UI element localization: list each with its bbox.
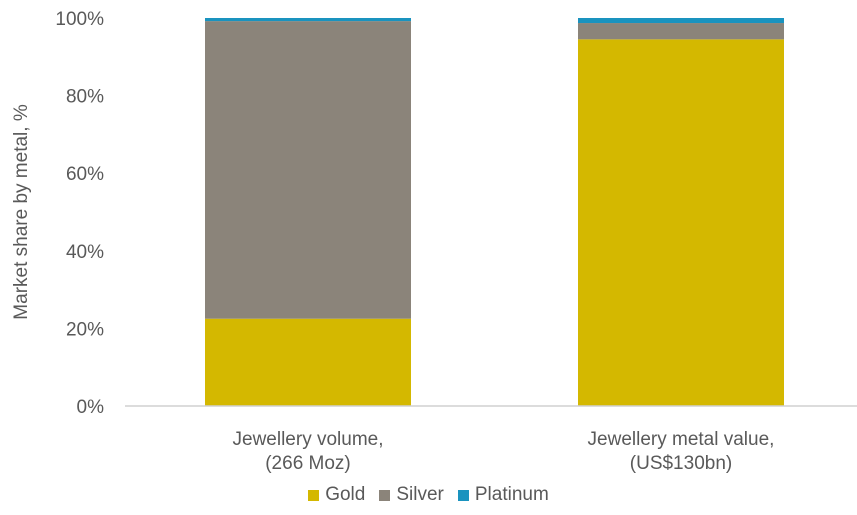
x-tick-label: (266 Moz) xyxy=(265,453,351,474)
bar-gold-1 xyxy=(578,39,784,407)
y-tick-label: 0% xyxy=(77,397,105,418)
bar-silver-0 xyxy=(205,21,411,319)
y-axis-label: Market share by metal, % xyxy=(11,104,32,320)
bar-platinum-0 xyxy=(205,18,411,22)
legend-swatch xyxy=(379,489,391,501)
y-tick-label: 80% xyxy=(66,87,104,108)
legend-item-gold: Gold xyxy=(308,484,365,506)
legend-label: Gold xyxy=(325,484,366,505)
y-tick-label: 100% xyxy=(55,9,104,30)
bar-platinum-1 xyxy=(578,18,784,24)
legend: Gold Silver Platinum xyxy=(0,484,857,506)
y-tick-label: 40% xyxy=(66,242,104,263)
bar-silver-1 xyxy=(578,23,784,40)
legend-item-platinum: Platinum xyxy=(457,484,549,506)
y-tick-labels: 0% 20% 40% 60% 80% 100% xyxy=(55,9,104,418)
bar-group xyxy=(205,18,784,407)
x-tick-label: (US$130bn) xyxy=(630,453,732,474)
x-tick-labels: Jewellery volume, (266 Moz) Jewellery meta… xyxy=(233,429,775,474)
legend-label: Platinum xyxy=(474,484,549,505)
bar-gold-0 xyxy=(205,318,411,406)
legend-swatch xyxy=(308,489,320,501)
legend-item-silver: Silver xyxy=(379,484,444,506)
legend-label: Silver xyxy=(396,484,444,505)
legend-swatch xyxy=(457,489,469,501)
y-tick-label: 60% xyxy=(66,164,104,185)
x-tick-label: Jewellery volume, xyxy=(233,429,384,450)
x-tick-label: Jewellery metal value, xyxy=(588,429,775,450)
y-tick-label: 20% xyxy=(66,319,104,340)
